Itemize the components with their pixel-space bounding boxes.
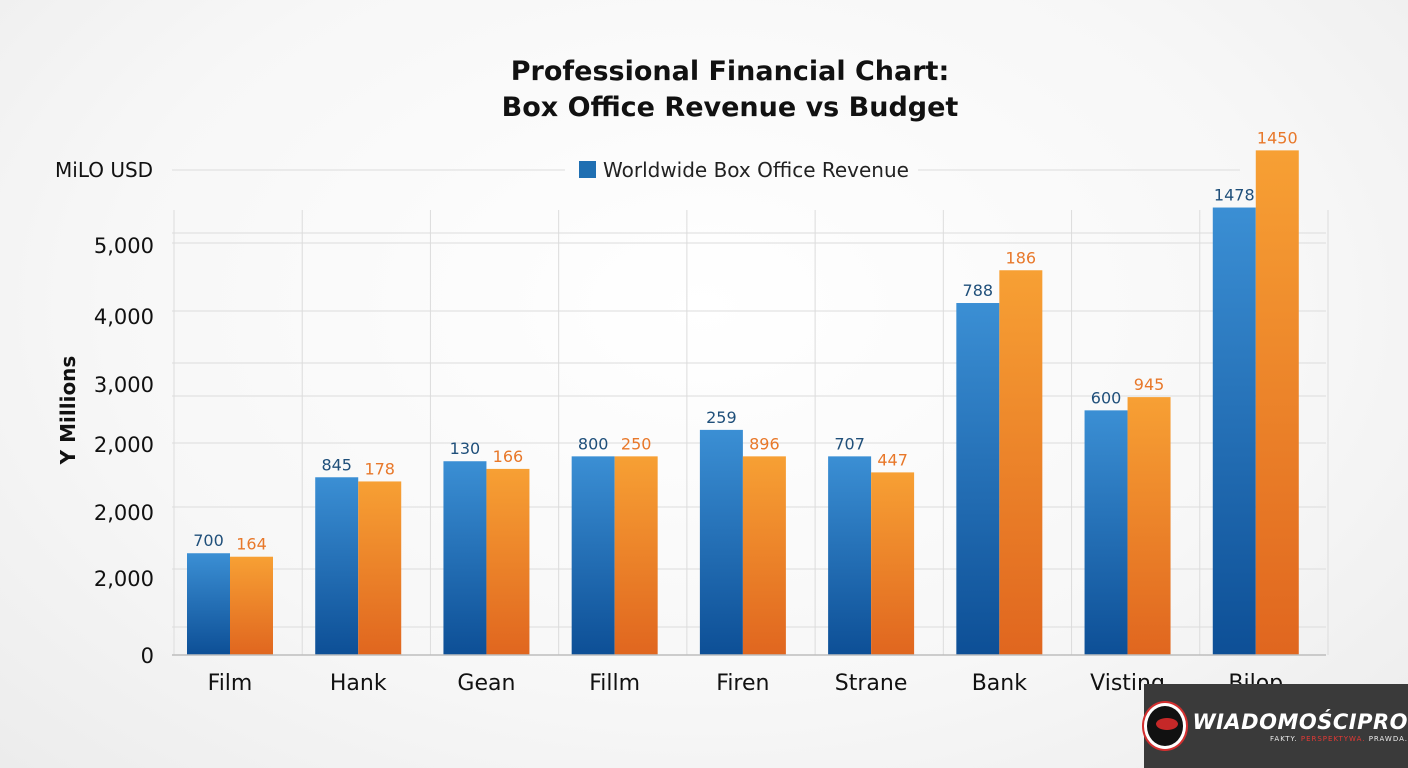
bar-orange-fillm (614, 456, 658, 655)
bar-blue-fillm (571, 456, 615, 655)
bar-blue-firen (699, 429, 743, 655)
bar-orange-gean (486, 468, 530, 655)
data-label: 447 (877, 450, 908, 469)
bar-blue-hank (315, 477, 359, 655)
y-tick-label: 4,000 (94, 305, 154, 329)
x-tick-label: Film (208, 671, 253, 696)
data-label: 186 (1006, 248, 1037, 267)
chart-title-line1: Professional Financial Chart: (511, 56, 950, 87)
y-axis-ticks: 0 2,000 2,000 2,000 3,000 4,000 5,000 (94, 234, 154, 668)
data-label: 130 (450, 439, 481, 458)
x-tick-label: Hank (330, 671, 387, 696)
data-label: 259 (706, 408, 737, 427)
data-label: 1450 (1257, 128, 1298, 147)
bar-orange-hank (358, 481, 402, 655)
watermark-logo: WIADOMOŚCIPRO FAKTY. PERSPEKTYWA. PRAWDA… (1144, 684, 1408, 768)
x-tick-label: Strane (835, 671, 908, 696)
data-label: 178 (364, 459, 395, 478)
logo-tagline-b: PERSPEKTYWA. (1300, 734, 1366, 743)
logo-tagline-c: PRAWDA. (1368, 734, 1408, 743)
y-tick-label: 3,000 (94, 373, 154, 397)
y-tick-label: 2,000 (94, 567, 154, 591)
y-tick-label: 2,000 (94, 501, 154, 525)
data-label: 896 (749, 434, 780, 453)
data-label: 845 (321, 455, 352, 474)
data-labels: 700 164 845 178 130 166 800 250 259 896 707 447 788 1… (193, 128, 1297, 553)
y-axis-title: Y Millions (56, 356, 80, 466)
bar-blue-strane (828, 456, 872, 655)
bar-orange-visting (1127, 397, 1171, 655)
bar-blue-bank (956, 303, 1000, 655)
x-tick-label: Fillm (589, 671, 640, 696)
data-label: 250 (621, 434, 652, 453)
bars (187, 150, 1299, 655)
data-label: 945 (1134, 375, 1165, 394)
legend-label: Worldwide Box Office Revenue (603, 158, 909, 182)
bar-blue-gean (443, 461, 487, 655)
x-tick-label: Gean (457, 671, 515, 696)
bar-blue-film (187, 553, 230, 655)
y-tick-label: 0 (141, 644, 154, 668)
data-label: 1478 (1214, 186, 1255, 205)
data-label: 600 (1091, 388, 1122, 407)
chart-title-line2: Box Office Revenue vs Budget (502, 92, 959, 123)
logo-brand-suffix: PRO (1357, 709, 1408, 734)
logo-emblem-icon (1144, 703, 1187, 749)
data-label: 707 (834, 434, 865, 453)
unit-label: MiLO USD (55, 158, 153, 182)
x-tick-label: Firen (716, 671, 769, 696)
data-label: 700 (193, 531, 224, 550)
bar-orange-bank (999, 270, 1043, 655)
y-tick-label: 5,000 (94, 234, 154, 258)
legend-swatch (579, 161, 596, 178)
bar-orange-firen (742, 456, 786, 655)
y-tick-label: 2,000 (94, 433, 154, 457)
x-tick-label: Bank (972, 671, 1028, 696)
bar-orange-strane (871, 472, 915, 655)
data-label: 788 (963, 281, 994, 300)
logo-tagline-a: FAKTY. (1270, 734, 1298, 743)
bar-blue-visting (1084, 410, 1128, 655)
data-label: 800 (578, 434, 609, 453)
x-axis-ticks: FilmHankGeanFillmFirenStraneBankVistingB… (208, 671, 1284, 696)
logo-brand: WIADOMOŚCI (1192, 709, 1358, 734)
bar-orange-bilop (1255, 150, 1299, 655)
bar-blue-bilop (1212, 207, 1256, 655)
data-label: 166 (493, 447, 524, 466)
data-label: 164 (236, 535, 267, 554)
bar-orange-film (230, 556, 273, 655)
